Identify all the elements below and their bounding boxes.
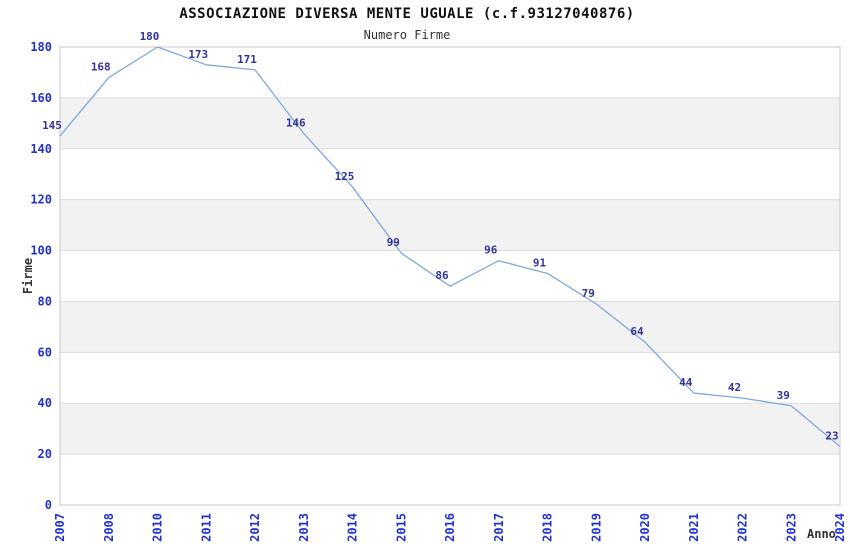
x-tick-label: 2024 — [833, 513, 847, 542]
y-tick-label: 60 — [38, 345, 52, 359]
y-tick-label: 40 — [38, 396, 52, 410]
y-tick-label: 80 — [38, 294, 52, 308]
data-point-label: 145 — [42, 119, 62, 132]
grid-band — [60, 301, 840, 353]
chart-subtitle: Numero Firme — [363, 28, 451, 42]
data-point-label: 180 — [140, 30, 160, 43]
x-tick-label: 2010 — [151, 513, 165, 542]
y-tick-label: 100 — [30, 244, 52, 258]
x-tick-label: 2019 — [589, 513, 603, 542]
data-point-label: 99 — [387, 236, 400, 249]
x-tick-label: 2016 — [443, 513, 457, 542]
x-tick-label: 2011 — [199, 513, 213, 542]
x-tick-label: 2013 — [297, 513, 311, 542]
x-tick-label: 2020 — [638, 513, 652, 542]
x-tick-label: 2014 — [346, 513, 360, 542]
data-point-label: 91 — [533, 256, 547, 269]
y-tick-label: 0 — [45, 498, 52, 512]
data-point-label: 79 — [582, 287, 595, 300]
data-point-label: 171 — [237, 53, 257, 66]
x-axis-title: Anno — [807, 527, 836, 541]
chart-title: ASSOCIAZIONE DIVERSA MENTE UGUALE (c.f.9… — [179, 6, 635, 22]
series-line — [59, 46, 841, 447]
x-tick-label: 2015 — [394, 513, 408, 542]
x-tick-label: 2007 — [53, 513, 67, 542]
data-point-label: 64 — [630, 325, 644, 338]
data-point-label: 44 — [679, 376, 693, 389]
x-tick-label: 2012 — [248, 513, 262, 542]
y-tick-label: 140 — [30, 142, 52, 156]
y-tick-label: 180 — [30, 40, 52, 54]
grid-band — [60, 199, 840, 251]
data-point-label: 42 — [728, 381, 741, 394]
x-tick-label: 2023 — [784, 513, 798, 542]
data-point-label: 173 — [188, 48, 208, 61]
plot-border — [59, 46, 841, 506]
grid-band — [60, 97, 840, 149]
x-tick-label: 2021 — [687, 513, 701, 542]
data-point-label: 125 — [335, 170, 355, 183]
x-tick-label: 2018 — [541, 513, 555, 542]
grid-band — [60, 403, 840, 455]
y-tick-label: 160 — [30, 91, 52, 105]
data-point-label: 23 — [825, 429, 838, 442]
data-point-label: 96 — [484, 244, 498, 257]
x-tick-label: 2008 — [102, 513, 116, 542]
data-point-label: 146 — [286, 117, 306, 130]
x-tick-label: 2017 — [492, 513, 506, 542]
y-tick-label: 20 — [38, 447, 52, 461]
data-point-label: 86 — [435, 269, 449, 282]
x-tick-label: 2022 — [736, 513, 750, 542]
data-point-label: 39 — [777, 389, 790, 402]
y-tick-label: 120 — [30, 193, 52, 207]
data-point-label: 168 — [91, 61, 111, 74]
